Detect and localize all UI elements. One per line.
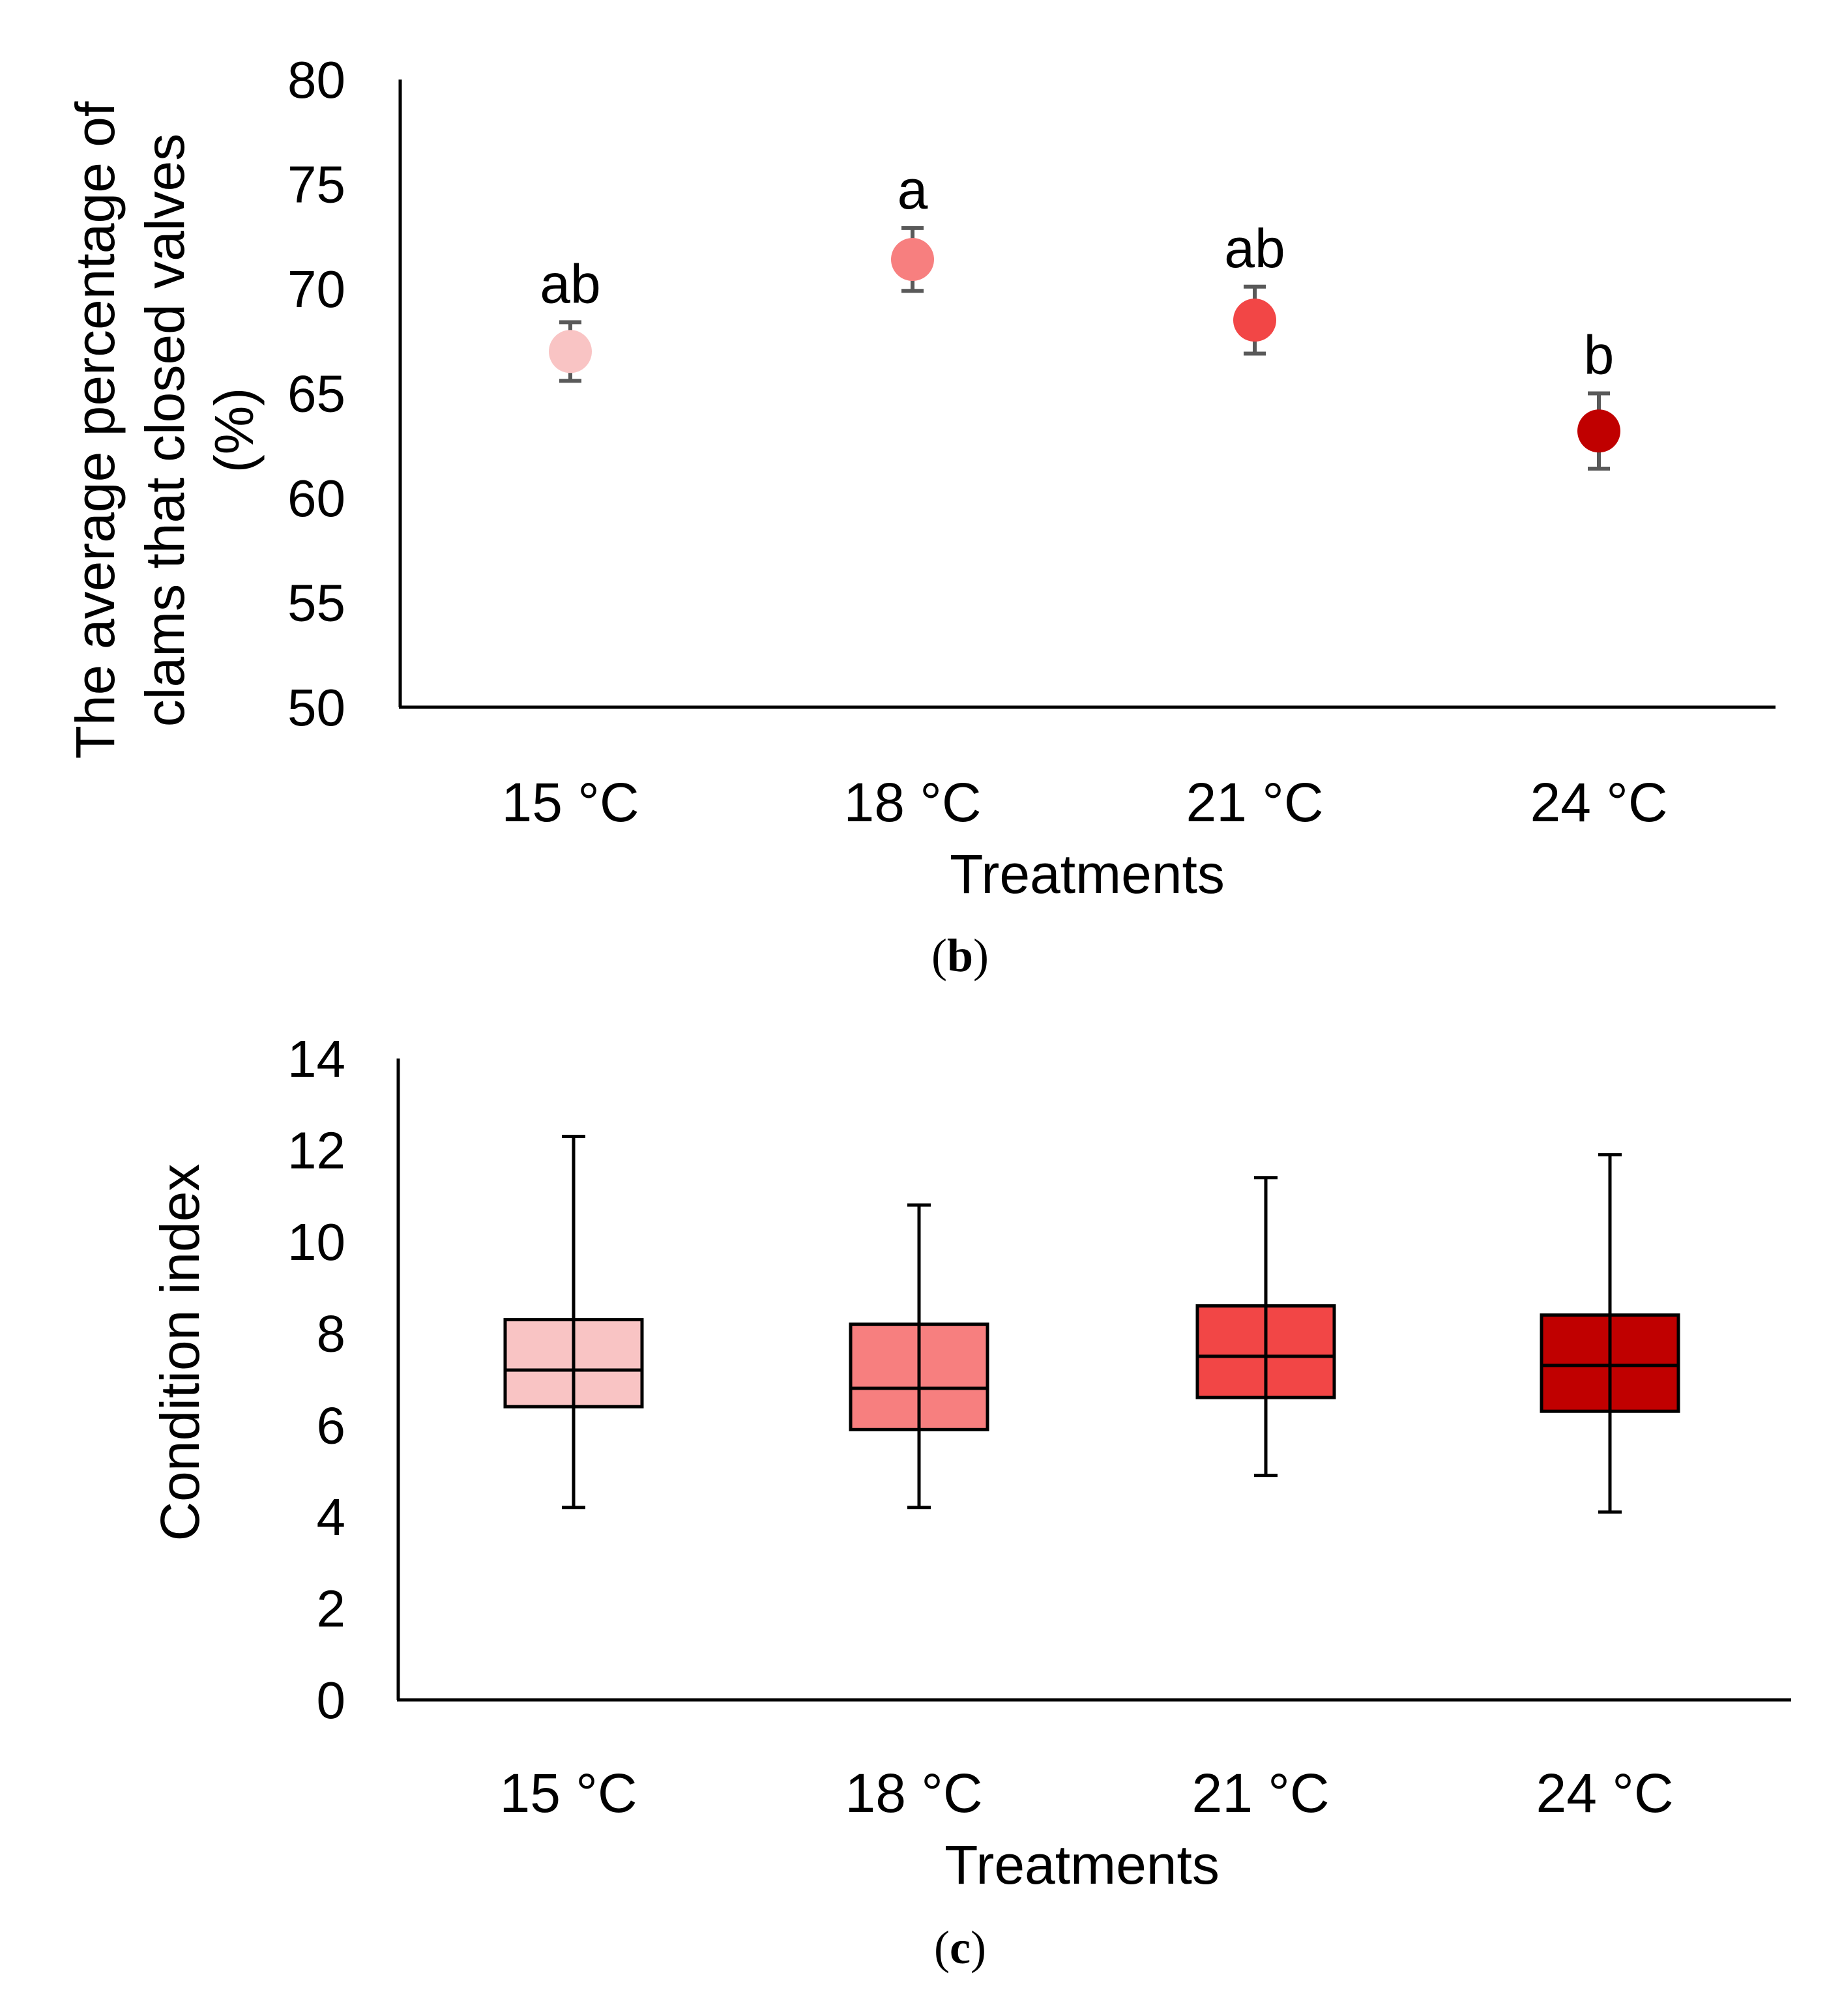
panel-b-x-tick-label: 21 °C [1186,772,1323,833]
panel-c-caption-letter: c [950,1921,971,1974]
panel-c-y-tick-label: 6 [317,1396,346,1454]
panel-c-y-tick-label: 4 [317,1488,346,1546]
panel-c-x-tick-label: 18 °C [845,1762,982,1824]
panel-b-significance-letter: a [898,159,928,220]
panel-b-ylabel-line-2: clams that closed valves [134,134,196,727]
panel-c-x-axis-label: Treatments [944,1834,1220,1895]
panel-b-x-tick-label: 18 °C [843,772,981,833]
panel-b-x-tick-label: 15 °C [501,772,639,833]
panel-c-x-tick-label: 21 °C [1191,1762,1329,1824]
panel-b-y-tick-label: 65 [287,365,345,423]
panel-b-caption: (b) [931,929,989,982]
panel-c-y-tick-label: 8 [317,1305,346,1363]
panel-c-x-tick-label: 24 °C [1536,1762,1673,1824]
panel-b-ylabel-line-3: (%) [203,388,265,473]
panel-b-significance-letter: ab [1224,218,1285,279]
panel-b-y-ticks: 50 55 60 65 70 75 80 [287,51,345,737]
panel-c-marks [503,1134,1680,1514]
panel-b-y-tick-label: 75 [287,156,345,214]
panel-b-x-axis-label: Treatments [950,843,1225,905]
panel-b-y-tick-label: 50 [287,679,345,737]
panel-c-x-ticks: 15 °C 18 °C 21 °C 24 °C [499,1762,1673,1824]
panel-b-data-point [1577,409,1620,453]
panel-c-y-axis-label: Condition index [149,1163,211,1541]
panel-b-data-point [549,330,592,373]
panel-c-x-tick-label: 15 °C [499,1762,637,1824]
panel-c-y-ticks: 0 2 4 6 8 10 12 14 [287,1030,345,1729]
panel-b-y-tick-label: 60 [287,469,345,527]
panel-c-y-tick-label: 14 [287,1030,345,1088]
panel-b: The average percentage of clams that clo… [65,51,1776,982]
panel-b-y-axis-label: The average percentage of clams that clo… [65,101,265,759]
panel-c-y-tick-label: 12 [287,1122,345,1180]
panel-b-significance-letter: b [1584,325,1615,386]
panel-b-data-point [1233,299,1276,342]
panel-b-caption-letter: b [947,929,973,982]
panel-c: Condition index 0 2 4 6 8 10 12 14 15 °C 18 °C 21… [149,1030,1791,1974]
panel-b-data-point [891,238,934,282]
panel-b-x-tick-label: 24 °C [1530,772,1667,833]
panel-b-x-ticks: 15 °C 18 °C 21 °C 24 °C [501,772,1667,833]
panel-b-ylabel-line-1: The average percentage of [65,101,126,759]
panel-c-caption: (c) [934,1921,986,1974]
panel-b-y-tick-label: 70 [287,260,345,318]
panel-c-y-tick-label: 2 [317,1579,346,1637]
panel-b-y-tick-label: 80 [287,51,345,109]
panel-b-y-tick-label: 55 [287,574,345,632]
panel-c-y-tick-label: 10 [287,1213,345,1271]
panel-b-marks: ab a ab b [540,159,1620,471]
panel-c-y-tick-label: 0 [317,1671,346,1729]
panel-b-significance-letter: ab [540,253,600,314]
